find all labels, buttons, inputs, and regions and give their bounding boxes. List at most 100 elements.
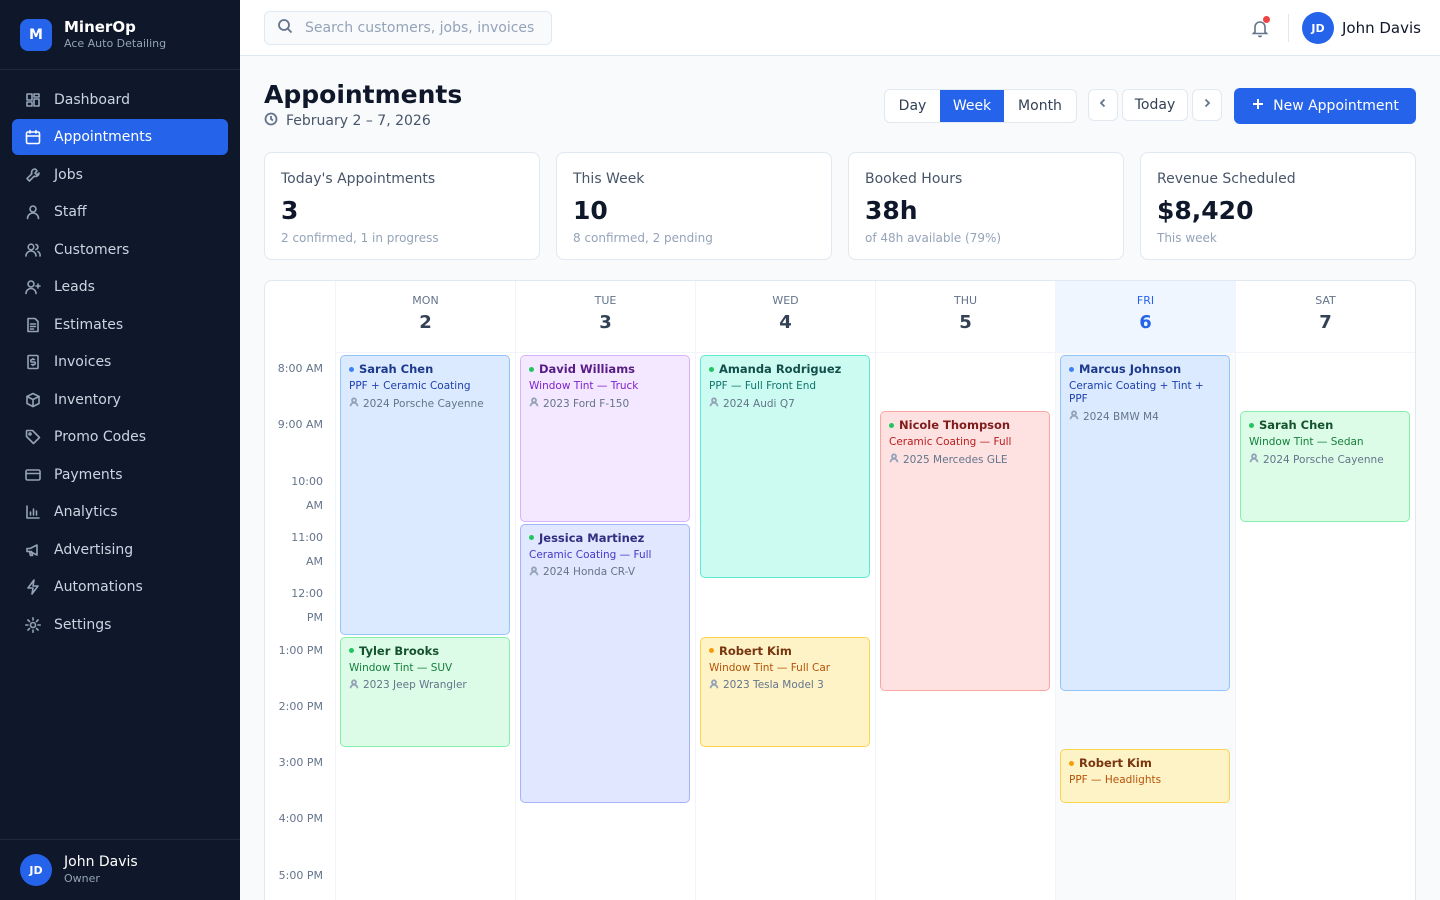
appointment-service: Ceramic Coating + Tint + PPF bbox=[1069, 380, 1204, 405]
new-appointment-button[interactable]: New Appointment bbox=[1234, 88, 1416, 124]
appointment-card[interactable]: Jessica Martinez Ceramic Coating — Full 20… bbox=[520, 523, 690, 804]
appointment-customer: Robert Kim bbox=[709, 644, 861, 658]
appointment-card[interactable]: Robert Kim PPF — Headlights bbox=[1060, 749, 1230, 804]
stat-card-revenue: Revenue Scheduled $8,420 This week bbox=[1140, 152, 1416, 260]
person-icon bbox=[529, 397, 543, 411]
next-week-button[interactable] bbox=[1192, 89, 1222, 121]
sidebar-item-estimates[interactable]: Estimates bbox=[0, 306, 240, 344]
brand[interactable]: M MinerOp Ace Auto Detailing bbox=[0, 0, 240, 70]
sidebar-item-payments[interactable]: Payments bbox=[0, 456, 240, 494]
staff-icon bbox=[24, 203, 42, 221]
day-header[interactable]: WED 4 bbox=[696, 281, 875, 353]
appointment-card[interactable]: Nicole Thompson Ceramic Coating — Full 202… bbox=[880, 411, 1050, 691]
appointment-service: Window Tint — Sedan bbox=[1249, 436, 1364, 449]
customer-name: Tyler Brooks bbox=[359, 643, 440, 658]
brand-name: MinerOp bbox=[64, 17, 136, 36]
vehicle-name: 2024 Porsche Cayenne bbox=[1263, 453, 1384, 466]
sidebar-item-dashboard[interactable]: Dashboard bbox=[0, 81, 240, 119]
day-header[interactable]: SAT 7 bbox=[1236, 281, 1415, 353]
sidebar-item-advertising[interactable]: Advertising bbox=[0, 531, 240, 569]
appointment-customer: Tyler Brooks bbox=[349, 644, 501, 658]
appointment-card[interactable]: Sarah Chen Window Tint — Sedan 2024 Porsch… bbox=[1240, 411, 1410, 522]
stat-label: Today's Appointments bbox=[281, 171, 436, 187]
vehicle-name: 2023 Jeep Wrangler bbox=[363, 679, 467, 691]
day-number: 5 bbox=[959, 312, 972, 333]
time-label-line: 1:00 PM bbox=[278, 643, 323, 657]
avatar: JD bbox=[1302, 12, 1334, 44]
sidebar-item-promo-codes[interactable]: Promo Codes bbox=[0, 419, 240, 457]
appointment-vehicle: 2023 Tesla Model 3 bbox=[709, 678, 861, 693]
appointment-card[interactable]: Tyler Brooks Window Tint — SUV 2023 Jeep W… bbox=[340, 636, 510, 748]
day-number: 7 bbox=[1319, 312, 1332, 333]
day-column-wed[interactable]: WED 4 bbox=[695, 281, 875, 900]
search-box[interactable] bbox=[264, 11, 552, 45]
sidebar-item-invoices[interactable]: Invoices bbox=[0, 344, 240, 382]
bar-chart-icon bbox=[24, 503, 42, 521]
customer-name: Jessica Martinez bbox=[539, 530, 645, 545]
sidebar-item-staff[interactable]: Staff bbox=[0, 194, 240, 232]
status-dot bbox=[1069, 366, 1074, 372]
day-column-thu[interactable]: THU 5 bbox=[875, 281, 1055, 900]
sidebar-item-customers[interactable]: Customers bbox=[0, 231, 240, 269]
view-week-button[interactable]: Week bbox=[940, 90, 1004, 122]
chevron-right-icon bbox=[1201, 97, 1213, 113]
sidebar-item-analytics[interactable]: Analytics bbox=[0, 494, 240, 532]
time-label-line: 12:00 bbox=[291, 587, 323, 601]
stat-label: This Week bbox=[573, 171, 645, 187]
time-label: 12:00 PM bbox=[265, 582, 323, 630]
view-month-button[interactable]: Month bbox=[1018, 98, 1062, 114]
status-dot bbox=[349, 366, 354, 372]
day-header[interactable]: THU 5 bbox=[876, 281, 1055, 353]
sidebar-item-jobs[interactable]: Jobs bbox=[0, 156, 240, 194]
divider bbox=[1288, 14, 1289, 42]
sidebar-item-leads[interactable]: Leads bbox=[0, 269, 240, 307]
sidebar-item-automations[interactable]: Automations bbox=[0, 569, 240, 607]
sidebar-item-label: Customers bbox=[54, 241, 130, 258]
sidebar-item-appointments[interactable]: Appointments bbox=[12, 118, 228, 155]
sidebar-item-settings[interactable]: Settings bbox=[0, 606, 240, 644]
day-column-sat[interactable]: SAT 7 bbox=[1235, 281, 1415, 900]
appointment-card[interactable]: David Williams Window Tint — Truck 2023 Fo… bbox=[520, 355, 690, 522]
stat-card-hours: Booked Hours 38h of 48h available (79%) bbox=[848, 152, 1124, 260]
customer-name: Robert Kim bbox=[719, 643, 792, 658]
time-label-line: 4:00 PM bbox=[278, 812, 323, 826]
appointment-card[interactable]: Sarah Chen PPF + Ceramic Coating 2024 Pors… bbox=[340, 355, 510, 635]
day-column-mon[interactable]: MON 2 bbox=[335, 281, 515, 900]
search-input[interactable] bbox=[305, 20, 545, 36]
user-menu[interactable]: JD John Davis bbox=[1302, 12, 1421, 44]
date-range: February 2 – 7, 2026 bbox=[264, 112, 431, 130]
day-name: FRI bbox=[1136, 294, 1155, 307]
day-header[interactable]: FRI 6 bbox=[1056, 281, 1235, 353]
stat-sub: 8 confirmed, 2 pending bbox=[573, 231, 713, 245]
today-button[interactable]: Today bbox=[1122, 89, 1188, 121]
document-icon bbox=[24, 316, 42, 334]
day-number: 6 bbox=[1139, 312, 1152, 333]
sidebar-item-inventory[interactable]: Inventory bbox=[0, 381, 240, 419]
person-icon bbox=[529, 566, 543, 580]
calendar-icon bbox=[24, 128, 42, 146]
stat-label: Revenue Scheduled bbox=[1157, 171, 1296, 187]
sidebar-item-label: Payments bbox=[54, 466, 123, 483]
time-label: 8:00 AM bbox=[265, 357, 323, 381]
day-name: MON bbox=[412, 294, 439, 307]
appointment-card[interactable]: Amanda Rodriguez PPF — Full Front End 2024… bbox=[700, 355, 870, 579]
stat-label: Booked Hours bbox=[865, 171, 963, 187]
notifications-button[interactable] bbox=[1250, 16, 1270, 38]
day-header[interactable]: MON 2 bbox=[336, 281, 515, 353]
day-header[interactable]: TUE 3 bbox=[516, 281, 695, 353]
status-dot bbox=[1249, 422, 1254, 428]
view-day-button[interactable]: Day bbox=[898, 98, 927, 114]
appointment-card[interactable]: Robert Kim Window Tint — Full Car 2023 Tes… bbox=[700, 636, 870, 748]
day-column-tue[interactable]: TUE 3 bbox=[515, 281, 695, 900]
sidebar-user-role: Owner bbox=[64, 872, 100, 885]
plus-icon bbox=[1251, 97, 1273, 115]
day-name: SAT bbox=[1315, 294, 1336, 307]
appointment-service: Ceramic Coating — Full bbox=[529, 548, 652, 561]
appointment-vehicle: 2023 Ford F-150 bbox=[529, 397, 681, 411]
sidebar-item-label: Leads bbox=[54, 279, 95, 296]
appointment-vehicle: 2024 BMW M4 bbox=[1069, 410, 1221, 424]
time-label-line: AM bbox=[305, 498, 323, 512]
sidebar-user[interactable]: JD John Davis Owner bbox=[0, 839, 240, 900]
appointment-card[interactable]: Marcus Johnson Ceramic Coating + Tint + P… bbox=[1060, 355, 1230, 691]
prev-week-button[interactable] bbox=[1088, 89, 1118, 121]
